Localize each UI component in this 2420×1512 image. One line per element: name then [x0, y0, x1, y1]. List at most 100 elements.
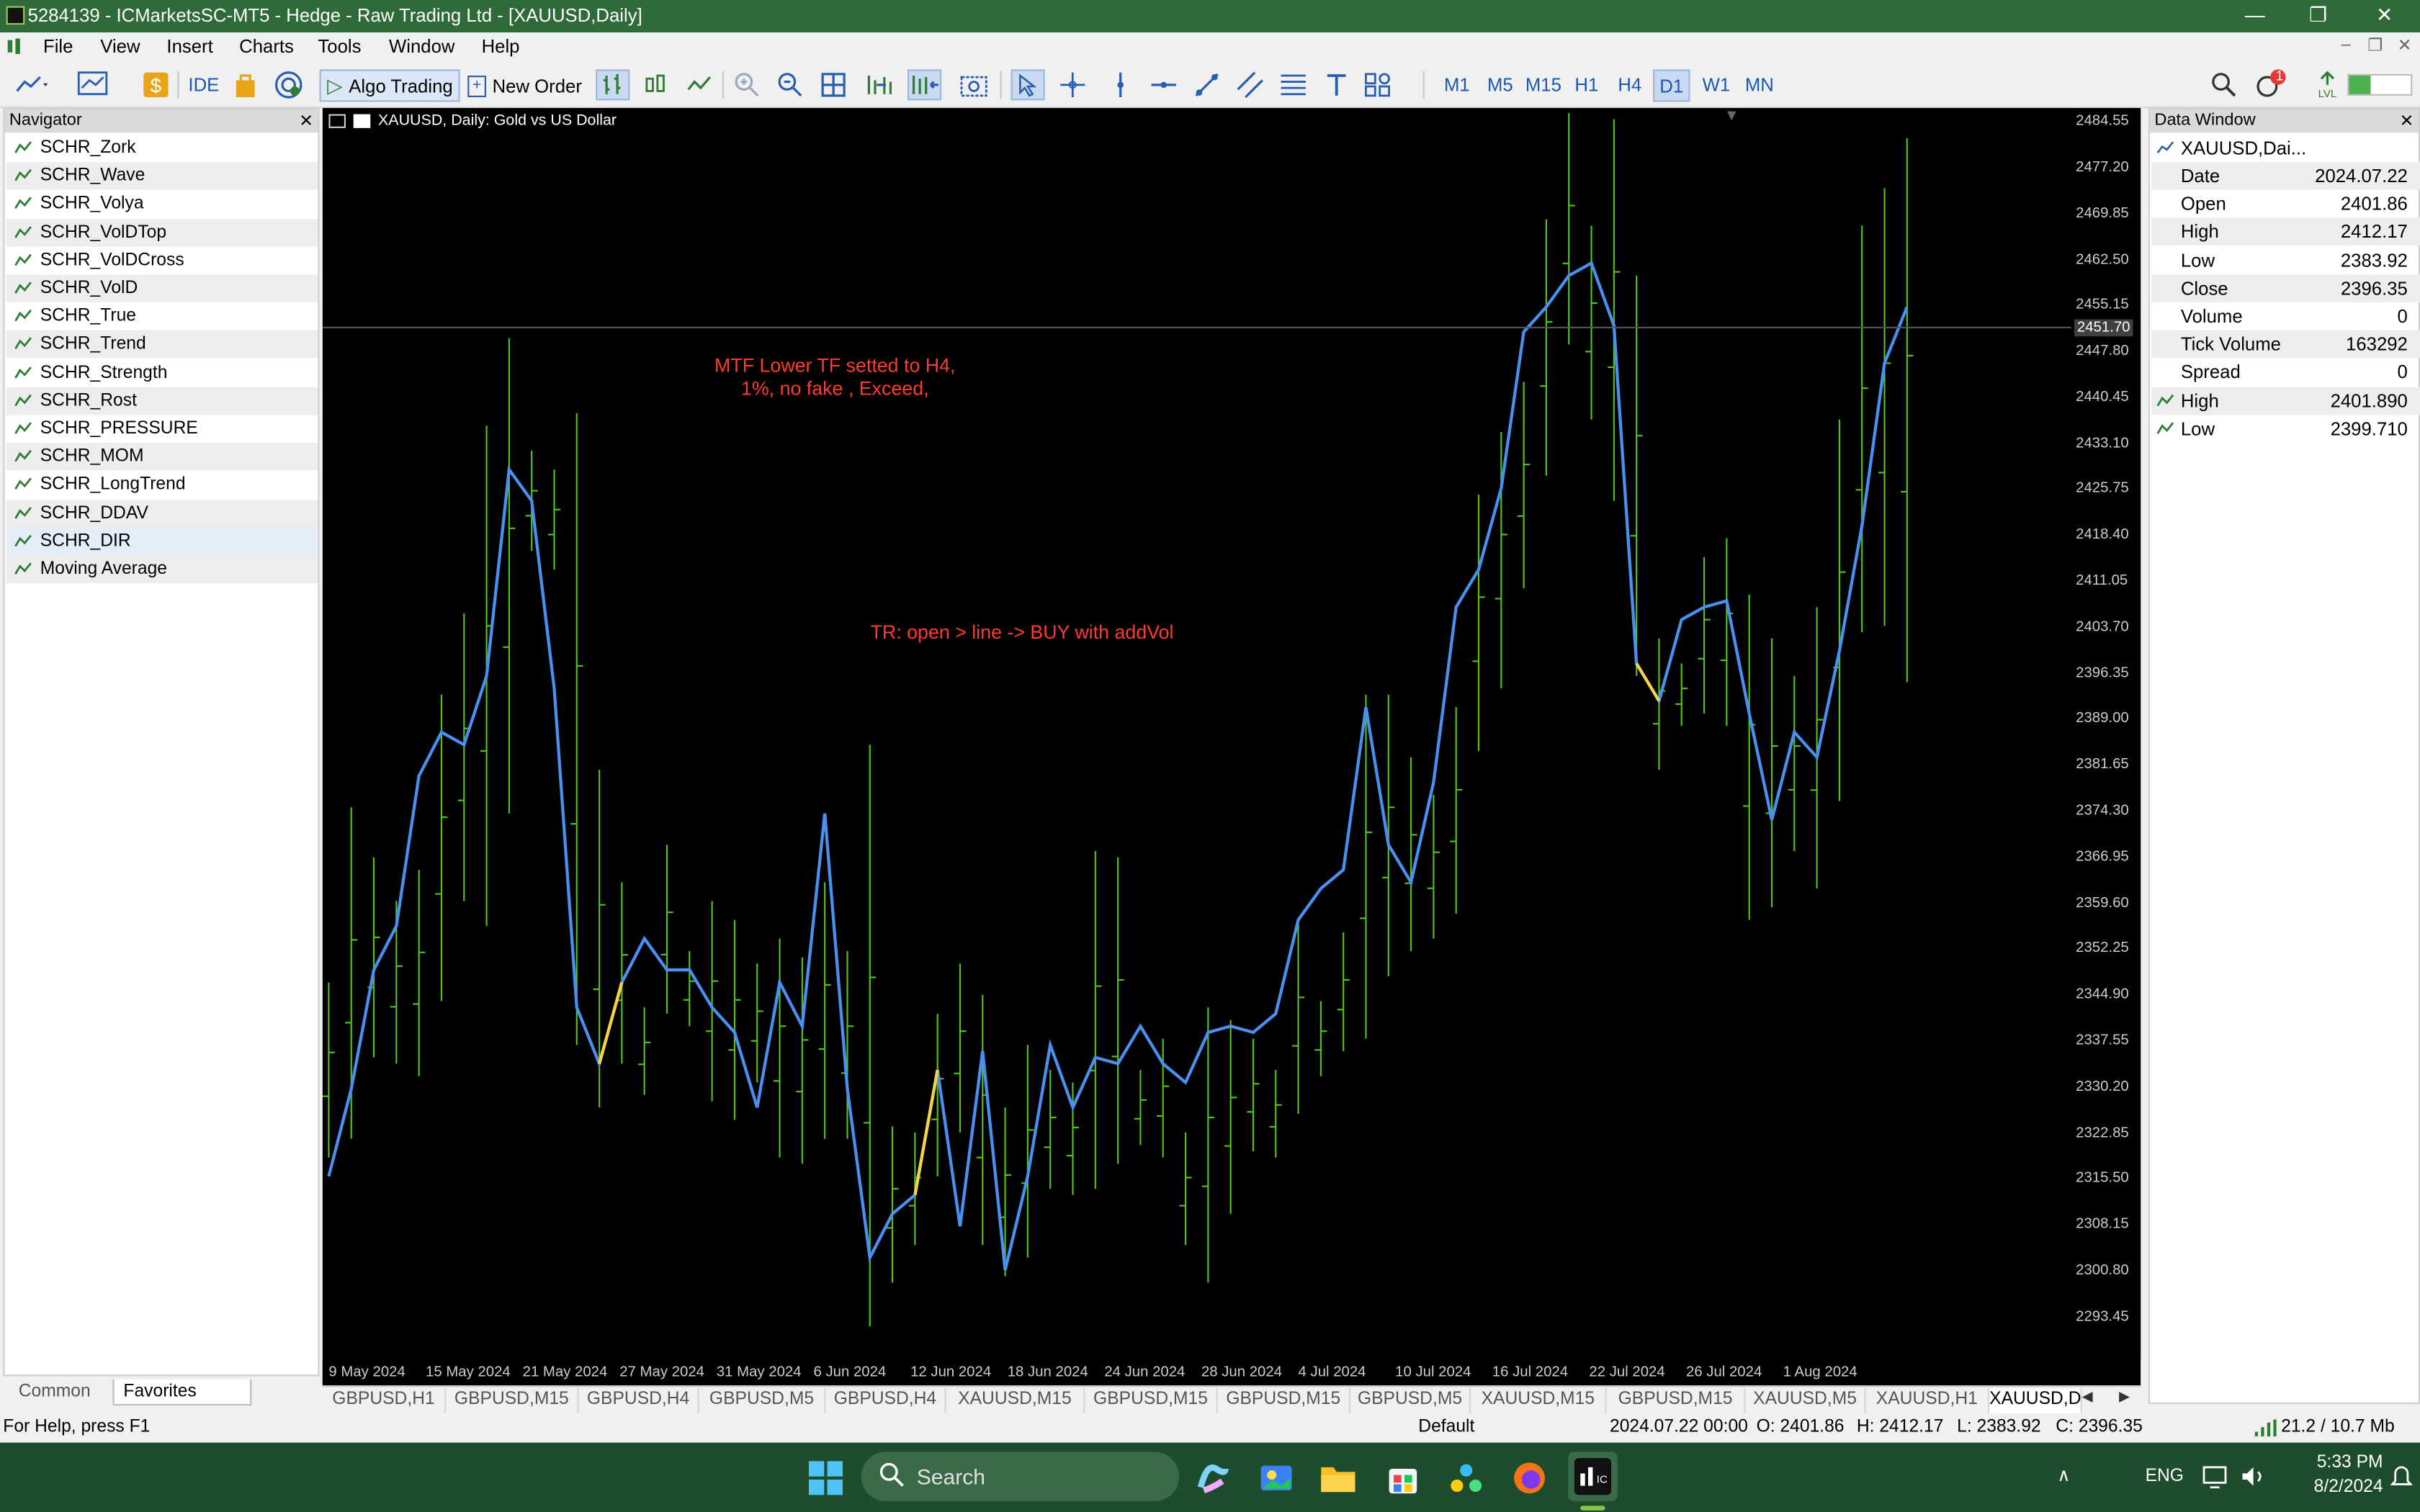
tabs-scroll-right-icon[interactable]: ▶: [2119, 1388, 2130, 1404]
navigator-item[interactable]: SCHR_DIR: [6, 527, 318, 555]
cursor-icon[interactable]: [1010, 69, 1045, 101]
navigator-item[interactable]: SCHR_PRESSURE: [6, 415, 318, 443]
timeframe-w1[interactable]: W1: [1702, 73, 1731, 96]
navigator-item[interactable]: SCHR_Wave: [6, 162, 318, 190]
clock-time[interactable]: 5:33 PM: [2316, 1453, 2383, 1472]
network-icon[interactable]: [2202, 1464, 2231, 1494]
show-hidden-icons[interactable]: ∧: [2057, 1467, 2071, 1486]
timeframe-m1[interactable]: M1: [1443, 73, 1470, 96]
menu-tools[interactable]: Tools: [318, 35, 362, 58]
menu-charts[interactable]: Charts: [239, 35, 294, 58]
chart-tab-active[interactable]: XAUUSD,D: [1989, 1388, 2082, 1413]
metatrader-taskbar-icon[interactable]: IC: [1568, 1452, 1618, 1501]
chart-tab[interactable]: GBPUSD,M15: [1607, 1388, 1746, 1413]
tabs-scroll-left-icon[interactable]: ◀: [2081, 1388, 2093, 1404]
navigator-item[interactable]: SCHR_VolDTop: [6, 218, 318, 246]
chart-tab[interactable]: GBPUSD,H4: [825, 1388, 946, 1413]
clock-date[interactable]: 8/2/2024: [2313, 1477, 2383, 1497]
trendline-icon[interactable]: [1190, 69, 1224, 100]
volume-icon[interactable]: [2239, 1464, 2267, 1494]
copilot-icon[interactable]: [1191, 1457, 1234, 1500]
vertical-line-icon[interactable]: [1103, 69, 1137, 100]
navigator-item[interactable]: SCHR_Volya: [6, 190, 318, 218]
minimize-button[interactable]: —: [2244, 3, 2265, 27]
language-indicator[interactable]: ENG: [2145, 1467, 2184, 1486]
network-app-icon[interactable]: [1445, 1457, 1488, 1500]
mdi-restore-icon[interactable]: ❐: [2367, 37, 2383, 56]
firefox-icon[interactable]: [1508, 1457, 1551, 1500]
timeframe-m5[interactable]: M5: [1487, 73, 1513, 96]
navigator-item[interactable]: SCHR_Strength: [6, 359, 318, 387]
navigator-item[interactable]: SCHR_Trend: [6, 330, 318, 359]
navigator-item[interactable]: SCHR_LongTrend: [6, 471, 318, 499]
menu-file[interactable]: File: [43, 35, 73, 58]
chart-tab[interactable]: GBPUSD,H1: [323, 1388, 447, 1413]
navigator-item[interactable]: SCHR_VolD: [6, 274, 318, 302]
navigator-close-icon[interactable]: ✕: [299, 112, 313, 132]
search-icon[interactable]: [2207, 69, 2241, 100]
chart-template-icon[interactable]: [77, 69, 111, 100]
new-order-button[interactable]: + New Order: [462, 69, 588, 102]
chart-shift-icon[interactable]: [908, 69, 942, 101]
line-chart-icon[interactable]: [682, 69, 716, 100]
close-button[interactable]: ✕: [2376, 3, 2393, 27]
shopping-bag-icon[interactable]: [228, 69, 262, 100]
chart-tab[interactable]: GBPUSD,M5: [1350, 1388, 1471, 1413]
text-icon[interactable]: [1319, 69, 1353, 100]
tab-favorites[interactable]: Favorites: [112, 1379, 252, 1406]
channel-icon[interactable]: [1233, 69, 1267, 100]
tab-common[interactable]: Common: [18, 1382, 91, 1401]
status-profile[interactable]: Default: [1418, 1418, 1475, 1436]
zoom-out-icon[interactable]: [774, 69, 807, 100]
mdi-minimize-icon[interactable]: –: [2341, 35, 2351, 54]
chart-tab[interactable]: GBPUSD,M5: [699, 1388, 826, 1413]
chart-tab[interactable]: XAUUSD,H1: [1866, 1388, 1990, 1413]
screenshot-icon[interactable]: [957, 69, 991, 100]
chart-tab[interactable]: XAUUSD,M15: [1471, 1388, 1607, 1413]
chart-tab[interactable]: GBPUSD,M15: [1085, 1388, 1218, 1413]
chart-tab[interactable]: GBPUSD,M15: [446, 1388, 579, 1413]
chart-tab[interactable]: GBPUSD,H4: [579, 1388, 699, 1413]
menu-help[interactable]: Help: [481, 35, 520, 58]
taskbar-search[interactable]: Search: [861, 1452, 1180, 1501]
crosshair-icon[interactable]: [1056, 69, 1090, 100]
line-chart-menu-icon[interactable]: [15, 69, 49, 100]
notification-bell-icon[interactable]: [2390, 1464, 2414, 1494]
navigator-item[interactable]: SCHR_VolDCross: [6, 246, 318, 274]
photos-app-icon[interactable]: [1255, 1457, 1298, 1500]
navigator-item[interactable]: Moving Average: [6, 555, 318, 583]
navigator-item[interactable]: SCHR_DDAV: [6, 499, 318, 527]
price-chart[interactable]: [322, 108, 2071, 1361]
menu-insert[interactable]: Insert: [166, 35, 213, 58]
timeframe-h4[interactable]: H4: [1618, 73, 1642, 96]
zoom-in-icon[interactable]: [730, 69, 764, 100]
chart-tab[interactable]: XAUUSD,M15: [946, 1388, 1085, 1413]
candlestick-icon[interactable]: [639, 69, 673, 100]
microsoft-store-icon[interactable]: [1381, 1457, 1425, 1500]
notifications-icon[interactable]: [2254, 69, 2287, 100]
menu-window[interactable]: Window: [389, 35, 455, 58]
file-explorer-icon[interactable]: [1317, 1457, 1360, 1500]
horizontal-line-icon[interactable]: [1147, 69, 1180, 100]
dollar-icon[interactable]: $: [139, 69, 173, 100]
navigator-item[interactable]: SCHR_True: [6, 302, 318, 330]
chart-menu-icon[interactable]: [328, 114, 346, 128]
windows-start-icon[interactable]: [804, 1457, 847, 1500]
timeframe-m15[interactable]: M15: [1525, 73, 1561, 96]
chart-tab[interactable]: GBPUSD,M15: [1218, 1388, 1350, 1413]
algo-trading-button[interactable]: ▷ Algo Trading: [319, 69, 461, 102]
navigator-item[interactable]: SCHR_Rost: [6, 387, 318, 415]
signals-icon[interactable]: [272, 69, 305, 100]
navigator-item[interactable]: SCHR_Zork: [6, 134, 318, 162]
timeframe-d1[interactable]: D1: [1653, 69, 1690, 102]
menu-view[interactable]: View: [100, 35, 140, 58]
ide-button[interactable]: IDE: [188, 73, 220, 96]
timeframe-mn[interactable]: MN: [1744, 73, 1774, 96]
shapes-icon[interactable]: [1363, 69, 1397, 100]
grid-icon[interactable]: [817, 69, 851, 100]
autoscroll-icon[interactable]: [863, 69, 897, 100]
mdi-close-icon[interactable]: ✕: [2397, 37, 2412, 56]
navigator-item[interactable]: SCHR_MOM: [6, 443, 318, 471]
chart-tab[interactable]: XAUUSD,M5: [1746, 1388, 1866, 1413]
chart-area[interactable]: XAUUSD, Daily: Gold vs US Dollar MTF Low…: [322, 108, 2141, 1386]
